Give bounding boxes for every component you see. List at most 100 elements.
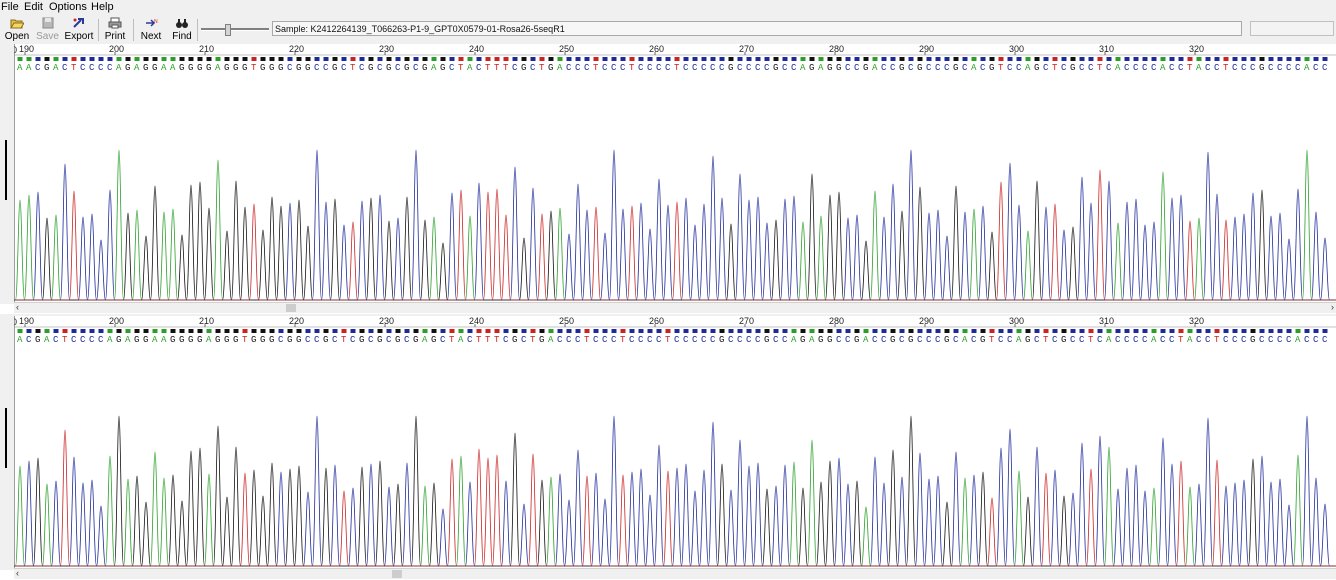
menu-file[interactable]: File [1, 1, 19, 13]
quality-marker [62, 329, 68, 333]
base-call: G [179, 63, 184, 73]
quality-marker [683, 329, 689, 333]
base-call: G [539, 335, 544, 345]
vertical-scale-strip[interactable] [0, 44, 15, 304]
base-call: C [1295, 63, 1301, 73]
base-call: A [17, 63, 23, 73]
base-call: C [701, 335, 707, 345]
position-tick-label: 310 [1099, 44, 1114, 54]
base-call: C [503, 335, 509, 345]
scroll-left-icon[interactable]: ‹ [16, 302, 19, 312]
base-call: C [881, 63, 887, 73]
quality-marker [413, 329, 419, 333]
quality-marker [674, 57, 680, 61]
base-call: C [62, 63, 68, 73]
base-call: C [521, 335, 527, 345]
position-tick-label: 200 [109, 316, 124, 326]
quality-marker [647, 57, 653, 61]
position-tick-label: 280 [829, 44, 844, 54]
base-call: C [971, 335, 977, 345]
scrollbar-thumb[interactable] [392, 570, 402, 578]
quality-marker [1106, 57, 1112, 61]
zoom-slider-thumb[interactable] [225, 24, 231, 36]
quality-marker [1097, 329, 1103, 333]
quality-marker [701, 57, 707, 61]
scrollbar-thumb[interactable] [286, 304, 296, 312]
menu-options[interactable]: Options [49, 1, 87, 13]
base-call: C [89, 63, 95, 73]
horizontal-scrollbar[interactable]: ‹ › [14, 302, 1336, 313]
base-call: C [1241, 335, 1247, 345]
vertical-scale-strip[interactable] [0, 316, 15, 570]
quality-marker [989, 57, 995, 61]
quality-marker [863, 57, 869, 61]
quality-marker [98, 329, 104, 333]
quality-marker [737, 329, 743, 333]
position-tick-label: 190 [19, 44, 34, 54]
open-button[interactable]: Open [3, 16, 31, 44]
quality-marker [206, 57, 212, 61]
menu-edit[interactable]: Edit [24, 1, 43, 13]
quality-marker [17, 57, 23, 61]
quality-marker [584, 329, 590, 333]
quality-marker [638, 329, 644, 333]
base-call: C [332, 335, 338, 345]
quality-marker [359, 57, 365, 61]
quality-marker [809, 57, 815, 61]
base-call: G [134, 335, 139, 345]
quality-marker [719, 329, 725, 333]
base-call: G [908, 335, 913, 345]
base-call: G [854, 335, 859, 345]
quality-marker [89, 57, 95, 61]
base-call: C [719, 63, 725, 73]
zoom-slider[interactable] [201, 22, 269, 36]
base-call: C [530, 63, 536, 73]
base-call: G [422, 63, 427, 73]
quality-marker [1079, 57, 1085, 61]
position-tick-label: 240 [469, 316, 484, 326]
base-call: T [1088, 335, 1094, 345]
base-call: A [1295, 335, 1301, 345]
quality-marker [1277, 57, 1283, 61]
base-call: G [395, 335, 400, 345]
base-call: G [224, 63, 229, 73]
next-button[interactable]: N Next [139, 16, 163, 44]
quality-marker [1124, 329, 1130, 333]
quality-marker [1196, 329, 1202, 333]
quality-marker [701, 329, 707, 333]
scroll-left-icon[interactable]: ‹ [16, 568, 19, 578]
quality-marker [449, 57, 455, 61]
base-call: C [1322, 335, 1328, 345]
quality-marker [872, 57, 878, 61]
base-call: C [1079, 63, 1085, 73]
base-call: A [431, 63, 437, 73]
quality-marker [764, 57, 770, 61]
print-button[interactable]: Print [102, 16, 128, 44]
quality-marker [908, 329, 914, 333]
quality-marker [1070, 57, 1076, 61]
horizontal-scrollbar[interactable]: ‹ [14, 568, 1336, 579]
menu-help[interactable]: Help [91, 1, 114, 13]
base-call: C [1205, 63, 1211, 73]
quality-marker [242, 329, 248, 333]
base-call: G [233, 335, 238, 345]
base-call: C [350, 335, 356, 345]
save-button[interactable]: Save [35, 16, 60, 44]
quality-marker [809, 329, 815, 333]
quality-marker [53, 57, 59, 61]
quality-marker [935, 57, 941, 61]
quality-marker [1160, 57, 1166, 61]
quality-marker [1241, 329, 1247, 333]
quality-marker [935, 329, 941, 333]
quality-marker [1286, 57, 1292, 61]
base-call: A [422, 335, 428, 345]
base-call: C [1115, 335, 1121, 345]
quality-marker [1178, 329, 1184, 333]
base-call: A [791, 335, 797, 345]
find-button[interactable]: Find [170, 16, 194, 44]
quality-marker [1169, 57, 1175, 61]
export-button[interactable]: Export [63, 16, 95, 44]
base-call: C [710, 63, 716, 73]
base-call: C [1079, 335, 1085, 345]
scroll-right-icon[interactable]: › [1331, 302, 1334, 312]
